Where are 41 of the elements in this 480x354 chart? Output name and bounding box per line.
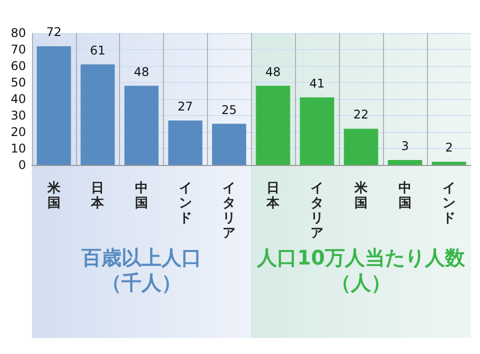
bar	[80, 64, 115, 165]
y-tick-label: 0	[18, 158, 26, 172]
y-tick-label: 50	[10, 76, 26, 90]
bar	[344, 128, 378, 165]
data-label: 27	[178, 99, 193, 114]
x-axis-title: 百歳以上人口（千人）	[80, 246, 202, 294]
x-tick-label: インド	[442, 181, 456, 226]
bar	[212, 124, 246, 165]
bar	[168, 120, 202, 165]
x-axis-title: 人口10万人当たり人数（人）	[256, 246, 466, 294]
data-label: 48	[265, 64, 281, 79]
x-tick-label: イタリア	[310, 181, 324, 241]
x-tick-label: 日本	[266, 181, 280, 211]
y-tick-label: 60	[10, 59, 26, 73]
x-tick-label: 日本	[90, 181, 106, 211]
data-label: 2	[445, 140, 453, 155]
x-tick-label: 中国	[135, 181, 148, 211]
y-tick-label: 70	[10, 42, 26, 56]
bar	[256, 86, 290, 165]
data-label: 41	[309, 76, 325, 90]
bar	[36, 46, 71, 165]
y-tick-label: 40	[10, 92, 26, 106]
data-label: 25	[221, 102, 237, 117]
x-tick-label: 中国	[398, 181, 412, 211]
y-tick-label: 30	[10, 108, 26, 122]
data-label: 3	[401, 139, 409, 154]
data-label: 61	[90, 43, 106, 58]
bar	[432, 162, 466, 165]
x-tick-label: 米国	[354, 181, 368, 211]
bar	[388, 160, 422, 165]
y-tick-label: 80	[10, 26, 26, 40]
x-tick-label: 米国	[46, 181, 62, 211]
data-label: 22	[353, 108, 369, 122]
x-tick-label: イタリア	[222, 181, 236, 241]
y-tick-label: 20	[10, 125, 26, 139]
bar	[300, 97, 334, 165]
data-label: 72	[46, 25, 62, 40]
data-label: 48	[134, 64, 150, 79]
x-tick-label: インド	[178, 181, 192, 226]
bar	[124, 86, 159, 165]
y-tick-label: 10	[10, 142, 26, 156]
